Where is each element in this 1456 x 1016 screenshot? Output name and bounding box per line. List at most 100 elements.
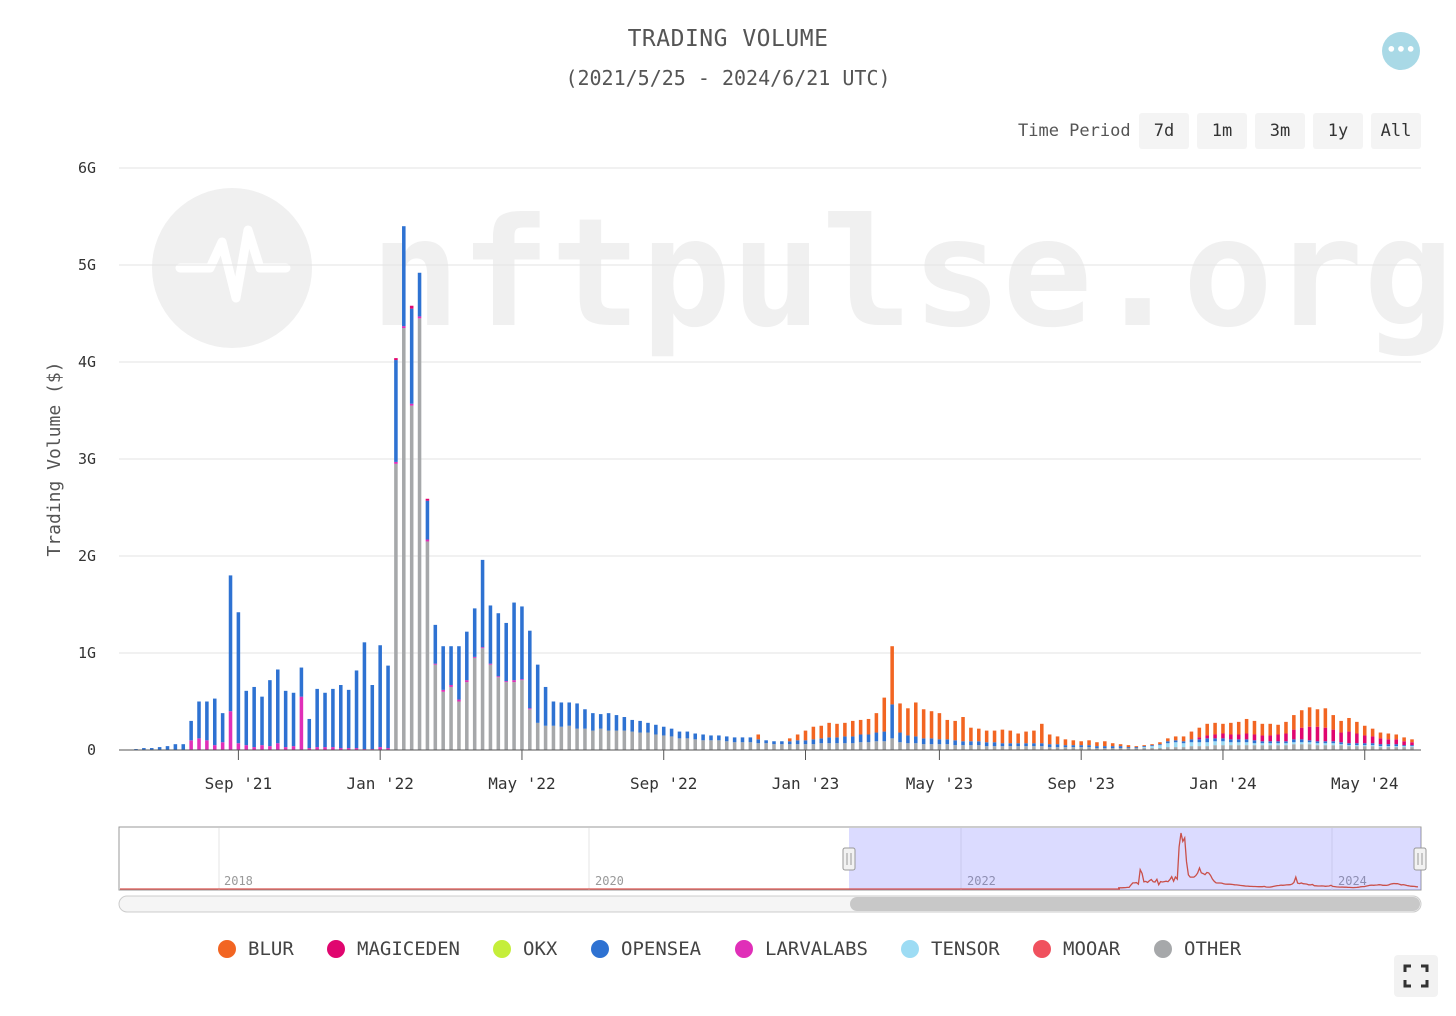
bar-segment-opensea [1252,740,1257,744]
bar-segment-blur [898,703,902,733]
bar-segment-blur [811,726,816,740]
bar-segment-tensor [1315,743,1320,746]
bar-segment-other [512,682,516,750]
drag-handle-icon[interactable] [1413,847,1427,871]
navigator-scrollbar-thumb[interactable] [850,897,1420,911]
bar-segment-tensor [1394,746,1399,748]
chart-menu-button[interactable]: ••• [1382,32,1420,70]
bar-segment-other [1032,746,1036,750]
legend-item-other[interactable]: OTHER [1154,938,1241,960]
bar-segment-opensea [1134,747,1139,749]
fullscreen-button[interactable] [1394,955,1438,997]
legend-item-opensea[interactable]: OPENSEA [591,938,701,960]
period-button-1m[interactable]: 1m [1197,113,1247,149]
bar-segment-magiceden [1378,738,1383,745]
bar-segment-tensor [1386,746,1391,748]
bar-segment-larvalabs [441,689,445,692]
legend-item-okx[interactable]: OKX [493,938,557,960]
bar-segment-other [1063,747,1068,750]
bar-segment-magiceden [1268,735,1272,742]
legend-item-blur[interactable]: BLUR [218,938,294,960]
bar-segment-larvalabs [425,539,430,542]
bar-segment-larvalabs [480,647,485,649]
bar-segment-opensea [173,744,178,750]
period-button-7d[interactable]: 7d [1139,113,1189,149]
bar-segment-larvalabs [378,747,382,750]
legend-item-tensor[interactable]: TENSOR [901,938,1000,960]
navigator-year-label: 2018 [224,874,253,888]
bar-segment-blur [1386,733,1391,740]
bar-segment-larvalabs [386,748,390,750]
bar-segment-magiceden [1276,734,1280,742]
bar-segment-other [914,743,918,750]
bar-segment-blur [1142,745,1146,747]
bar-segment-opensea [535,664,540,723]
bar-segment-larvalabs [394,461,398,464]
bar-segment-opensea [323,692,327,748]
bar-segment-other [1071,747,1076,750]
bar-segment-other [1008,746,1013,750]
bar-segment-blur [1158,742,1162,745]
bar-segment-larvalabs [189,740,193,750]
bar-segment-other [1103,748,1107,750]
bar-segment-larvalabs [465,680,469,683]
bar-segment-other [543,725,548,750]
navigator[interactable]: 2018 2020 2022 2024 [118,826,1427,913]
bar-segment-opensea [1103,746,1107,749]
period-button-3m[interactable]: 3m [1255,113,1305,149]
bar-segment-opensea [1166,741,1170,744]
bar-segment-magiceden [425,498,430,501]
bar-segment-other [1118,748,1123,750]
bar-segment-blur [1016,733,1020,744]
bar-segment-larvalabs [504,681,508,683]
bar-segment-opensea [874,732,879,742]
bar-segment-larvalabs [260,745,264,750]
bar-segment-opensea [339,685,343,749]
bar-segment-blur [1103,741,1107,747]
bar-segment-opensea [914,736,918,744]
legend-item-larvalabs[interactable]: LARVALABS [735,938,868,960]
bar-segment-other [1134,748,1139,750]
bar-segment-other [858,742,863,750]
bar-segment-opensea [362,642,367,750]
legend-item-mooar[interactable]: MOOAR [1033,938,1120,960]
bar-segment-opensea [969,741,973,746]
bar-segment-other [787,744,792,750]
bar-segment-opensea [354,670,359,749]
legend-item-magiceden[interactable]: MAGICEDEN [327,938,460,960]
bar-segment-other [1378,747,1383,750]
drag-handle-icon[interactable] [842,847,856,871]
bar-segment-larvalabs [346,748,351,750]
bar-segment-opensea [701,734,705,741]
bar-segment-opensea [276,669,280,744]
bar-segment-opensea [929,738,934,745]
bar-segment-blur [1402,737,1406,742]
period-button-1y[interactable]: 1y [1313,113,1363,149]
bar-segment-opensea [283,690,288,748]
bar-segment-other [740,742,745,750]
bar-segment-opensea [638,720,642,733]
bar-segment-other [701,740,705,750]
bar-segment-blur [1008,730,1013,744]
bar-segment-blur [1110,743,1115,747]
bar-segment-other [575,728,579,750]
bar-segment-other [1000,746,1005,750]
bar-segment-opensea [591,713,595,731]
bar-segment-other [1016,746,1020,750]
navigator-selection[interactable] [849,828,1421,890]
bar-segment-blur [803,730,808,741]
bar-segment-opensea [740,737,745,743]
bar-segment-opensea [252,686,256,748]
bar-segment-other [1402,747,1406,750]
bar-segment-opensea [512,602,516,681]
bar-segment-tensor [1331,743,1335,746]
bar-segment-other [1252,745,1257,750]
bar-segment-opensea [906,735,910,744]
bar-segment-other [850,743,855,750]
bar-segment-opensea [1158,744,1162,746]
period-button-all[interactable]: All [1371,113,1421,149]
bar-segment-other [583,728,587,750]
bar-segment-other [1323,745,1328,750]
ellipsis-icon: ••• [1386,40,1416,59]
bar-segment-other [559,726,564,750]
